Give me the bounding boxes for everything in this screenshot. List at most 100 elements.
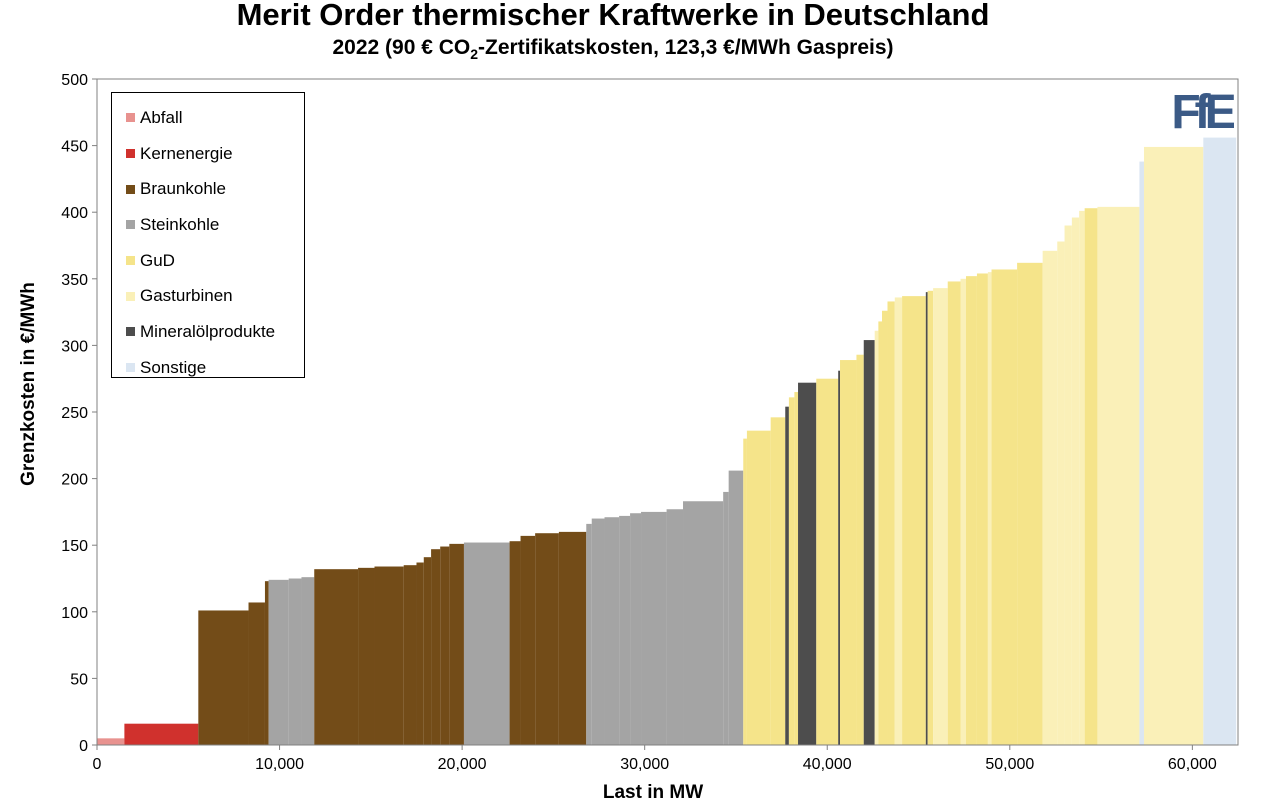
legend-item: Steinkohle bbox=[112, 207, 304, 243]
bar-gasturbinen bbox=[874, 330, 879, 745]
y-tick-label: 450 bbox=[61, 139, 88, 156]
legend-swatch bbox=[126, 184, 135, 194]
bar-braunkohle bbox=[264, 581, 269, 745]
legend-item: Braunkohle bbox=[112, 171, 304, 207]
x-axis: 0 10,000 20,000 30,000 40,000 50,000 60,000 bbox=[93, 745, 1217, 773]
bar-steinkohle bbox=[591, 518, 605, 745]
bar-steinkohle bbox=[604, 517, 620, 745]
bar-gud bbox=[965, 276, 977, 745]
bar-gud bbox=[927, 290, 934, 745]
ffe-logo: FfE bbox=[1168, 86, 1234, 134]
x-axis-title: Last in MW bbox=[603, 782, 703, 803]
bar-mineral-lprodukte bbox=[925, 292, 928, 745]
legend-label: Kernenergie bbox=[140, 143, 233, 163]
bar-steinkohle bbox=[301, 577, 315, 745]
bar-braunkohle bbox=[520, 535, 536, 745]
bar-mineral-lprodukte bbox=[863, 340, 875, 745]
legend-label: Sonstige bbox=[140, 357, 207, 377]
x-tick-label: 30,000 bbox=[620, 756, 669, 773]
chart-subtitle: 2022 (90 € CO2-Zertifikatskosten, 123,3 … bbox=[0, 36, 1226, 62]
legend-swatch bbox=[126, 113, 135, 123]
bar-gasturbinen bbox=[1079, 210, 1085, 746]
bar-sonstige bbox=[1203, 137, 1237, 745]
bar-gasturbinen bbox=[1097, 206, 1140, 745]
legend-swatch bbox=[126, 149, 135, 159]
bar-gud bbox=[840, 360, 857, 745]
bar-steinkohle bbox=[586, 523, 592, 745]
x-tick-label: 50,000 bbox=[985, 756, 1034, 773]
bar-mineral-lprodukte bbox=[798, 382, 817, 745]
bar-gud bbox=[856, 354, 864, 745]
y-tick-label: 300 bbox=[61, 338, 88, 355]
legend-label: Steinkohle bbox=[140, 214, 220, 234]
bar-gud bbox=[816, 378, 839, 745]
x-tick-label: 10,000 bbox=[255, 756, 304, 773]
bar-gasturbinen bbox=[1042, 250, 1058, 745]
bar-steinkohle bbox=[619, 515, 631, 745]
bar-steinkohle bbox=[288, 578, 302, 745]
chart-title: Merit Order thermischer Kraftwerke in De… bbox=[236, 0, 990, 32]
bar-gud bbox=[1017, 262, 1043, 745]
legend-label: Abfall bbox=[140, 107, 183, 127]
y-axis: 0 50 100 150 200 250 300 350 400 450 500 bbox=[61, 72, 97, 755]
bar-sonstige bbox=[1139, 161, 1144, 746]
bar-braunkohle bbox=[416, 562, 424, 745]
bar-steinkohle bbox=[683, 501, 724, 745]
legend-label: Mineralölprodukte bbox=[140, 321, 276, 341]
bar-gasturbinen bbox=[894, 297, 903, 745]
bar-gud bbox=[788, 397, 795, 745]
legend-swatch bbox=[126, 363, 135, 373]
legend-label: GuD bbox=[140, 250, 175, 270]
bar-steinkohle bbox=[666, 509, 684, 745]
bar-steinkohle bbox=[641, 511, 667, 745]
legend-item: GuD bbox=[112, 243, 304, 279]
bar-gud bbox=[887, 301, 895, 745]
bar-braunkohle bbox=[509, 541, 521, 745]
x-tick-label: 0 bbox=[93, 756, 102, 773]
y-tick-label: 50 bbox=[70, 671, 88, 688]
bar-gud bbox=[743, 438, 747, 745]
subtitle-part: -Zertifikatskosten, 123,3 €/MWh Gaspreis… bbox=[478, 36, 894, 59]
legend: Abfall Kernenergie Braunkohle Steinkohle GuD… bbox=[111, 92, 305, 378]
bar-gud bbox=[947, 281, 961, 745]
y-tick-label: 150 bbox=[61, 538, 88, 555]
bar-braunkohle bbox=[198, 610, 249, 745]
bar-braunkohle bbox=[358, 567, 375, 745]
bar-steinkohle bbox=[723, 491, 729, 745]
bar-braunkohle bbox=[248, 602, 265, 745]
legend-item: Sonstige bbox=[112, 350, 304, 386]
bar-gud bbox=[902, 296, 926, 745]
logo-text: FfE bbox=[1171, 86, 1234, 134]
bar-gud bbox=[770, 417, 786, 745]
legend-swatch bbox=[126, 256, 135, 266]
bar-steinkohle bbox=[268, 579, 289, 745]
bar-gasturbinen bbox=[987, 272, 992, 745]
bar-braunkohle bbox=[449, 543, 464, 745]
legend-label: Gasturbinen bbox=[140, 286, 233, 306]
bar-gasturbinen bbox=[1064, 225, 1072, 745]
legend-swatch bbox=[126, 220, 135, 230]
bar-gasturbinen bbox=[1057, 241, 1065, 745]
legend-item: Abfall bbox=[112, 100, 304, 136]
x-tick-label: 20,000 bbox=[438, 756, 487, 773]
bar-gud bbox=[878, 321, 883, 745]
y-tick-label: 350 bbox=[61, 272, 88, 289]
y-axis-title: Grenzkosten in €/MWh bbox=[18, 282, 39, 486]
legend-label: Braunkohle bbox=[140, 179, 227, 199]
bar-mineral-lprodukte bbox=[838, 370, 841, 745]
y-tick-label: 500 bbox=[61, 72, 88, 89]
bar-braunkohle bbox=[440, 546, 450, 745]
bar-braunkohle bbox=[431, 549, 441, 745]
x-tick-label: 40,000 bbox=[803, 756, 852, 773]
legend-swatch bbox=[126, 327, 135, 337]
bar-gud bbox=[976, 273, 988, 745]
y-tick-label: 100 bbox=[61, 605, 88, 622]
bar-gud bbox=[991, 269, 1018, 745]
logo-background bbox=[1168, 86, 1234, 134]
bar-steinkohle bbox=[463, 542, 510, 745]
subtitle-subscript: 2 bbox=[470, 46, 479, 63]
bar-gud bbox=[1084, 208, 1098, 746]
bar-layer bbox=[97, 137, 1237, 746]
bar-gasturbinen bbox=[933, 288, 948, 745]
